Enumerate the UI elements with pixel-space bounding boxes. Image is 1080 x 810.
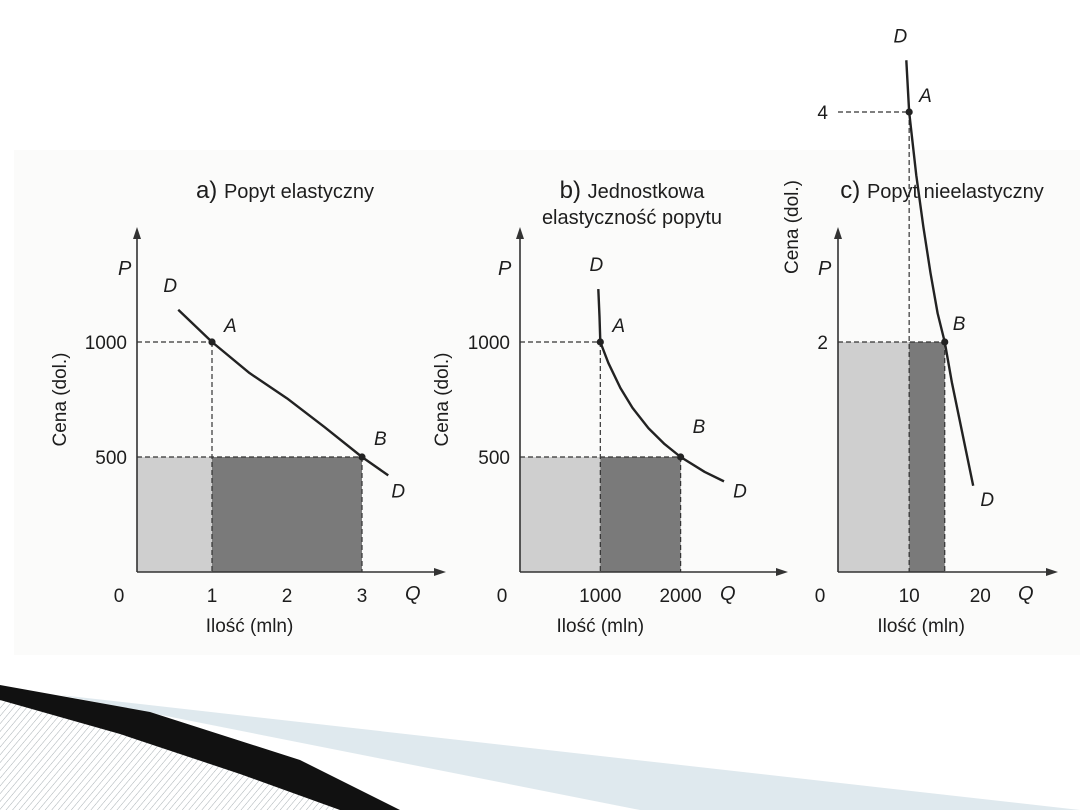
area-dark	[600, 457, 681, 572]
x-tick-label: 2000	[659, 586, 701, 607]
point-A	[208, 338, 216, 346]
curve-label-bottom: D	[391, 481, 405, 502]
x-axis-label: Ilość (mln)	[557, 616, 645, 637]
x-tick-label: 2	[282, 586, 293, 607]
area-light	[838, 342, 910, 572]
demand-curve	[905, 60, 975, 486]
point-label-B: B	[374, 429, 387, 450]
y-axis-label: Cena (dol.)	[432, 353, 453, 447]
demand-curve	[597, 289, 725, 483]
x-axis-symbol: Q	[405, 583, 421, 605]
point-label-B: B	[693, 417, 706, 438]
title-text: Popyt elastyczny	[224, 181, 374, 203]
light-stripe	[60, 695, 1080, 810]
point-label-A: A	[918, 86, 932, 107]
x-axis-label: Ilość (mln)	[877, 616, 965, 637]
y-axis-symbol: P	[118, 258, 132, 280]
chart-title: c) Popyt nieelastyczny	[840, 177, 1043, 204]
x-axis-arrow	[434, 568, 446, 576]
x-tick-label: 1000	[579, 586, 621, 607]
origin-label: 0	[114, 586, 125, 607]
chart-title-line2: elastyczność popytu	[542, 207, 722, 229]
y-tick-label: 4	[817, 103, 828, 124]
chart-panel-c: D D A B 10 20 0 2 4 P Q Ilość (mln) Cena (dol.) c) Po…	[782, 26, 1058, 637]
point-B	[358, 453, 366, 461]
dark-stripe	[0, 685, 400, 810]
y-axis-arrow	[516, 227, 524, 239]
point-B	[677, 453, 685, 461]
curve-label-bottom: D	[733, 481, 747, 502]
point-label-B: B	[953, 314, 966, 335]
x-tick-label: 10	[899, 586, 920, 607]
y-tick-label: 500	[95, 448, 127, 469]
point-B	[941, 338, 949, 346]
panel-letter: a)	[196, 177, 224, 204]
x-axis-symbol: Q	[1018, 583, 1034, 605]
panel-letter: c)	[840, 177, 867, 204]
x-tick-label: 1	[207, 586, 218, 607]
area-dark	[212, 457, 362, 572]
y-tick-label: 1000	[468, 333, 510, 354]
demand-curve	[177, 308, 389, 477]
y-axis-arrow	[834, 227, 842, 239]
chart-title: a) Popyt elastyczny	[196, 177, 374, 204]
curve-label-top: D	[893, 26, 907, 47]
point-A	[905, 108, 913, 116]
x-axis-arrow	[1046, 568, 1058, 576]
y-axis-arrow	[133, 227, 141, 239]
origin-label: 0	[815, 586, 826, 607]
chart-title: b) Jednostkowa	[560, 177, 706, 204]
y-axis-label: Cena (dol.)	[782, 180, 803, 274]
x-axis-label: Ilość (mln)	[206, 616, 294, 637]
area-dark	[909, 342, 945, 572]
area-light	[520, 457, 601, 572]
curve-label-top: D	[589, 255, 603, 276]
y-axis-symbol: P	[498, 258, 512, 280]
x-axis-symbol: Q	[720, 583, 736, 605]
y-axis-label: Cena (dol.)	[50, 353, 71, 447]
point-label-A: A	[223, 316, 237, 337]
point-label-A: A	[611, 316, 625, 337]
x-axis-arrow	[776, 568, 788, 576]
y-tick-label: 1000	[85, 333, 127, 354]
area-light	[137, 457, 212, 572]
curve-label-top: D	[163, 276, 177, 297]
title-text: Jednostkowa	[588, 181, 706, 203]
curve-label-bottom: D	[980, 490, 994, 511]
y-tick-label: 2	[817, 333, 828, 354]
title-text: Popyt nieelastyczny	[867, 181, 1044, 203]
y-axis-symbol: P	[818, 258, 832, 280]
point-A	[596, 338, 604, 346]
panel-letter: b)	[560, 177, 588, 204]
x-tick-label: 20	[970, 586, 991, 607]
chart-panel-a: D D A B 1 2 3 0 500 1000 P Q Ilość (mln) Cena (dol.) a…	[50, 177, 446, 637]
origin-label: 0	[497, 586, 508, 607]
chart-panel-b: D D A B 1000 2000 0 500 1000 P Q Ilość (mln) Cena (d…	[432, 177, 788, 637]
y-tick-label: 500	[478, 448, 510, 469]
x-tick-label: 3	[357, 586, 368, 607]
